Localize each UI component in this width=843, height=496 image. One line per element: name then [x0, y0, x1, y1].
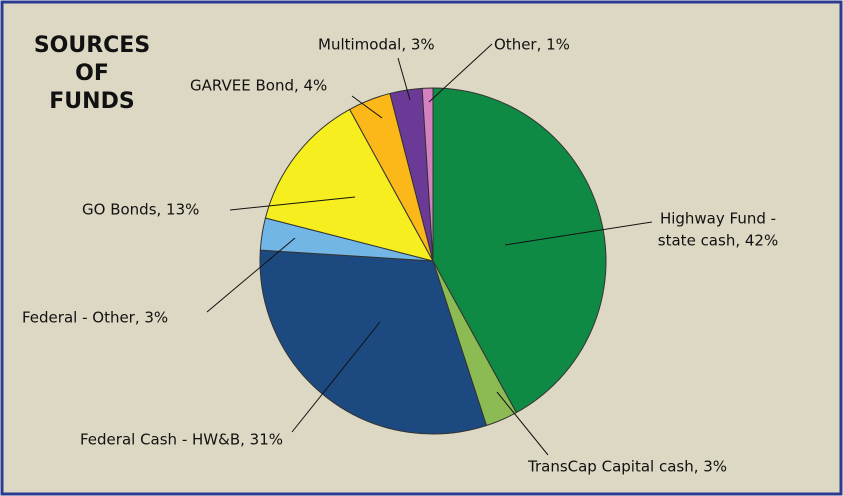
pie-slice	[432, 87, 607, 414]
leader-line	[351, 95, 383, 119]
pie-slice	[264, 108, 434, 262]
leader-line	[291, 321, 381, 433]
pie-slice	[259, 249, 488, 435]
slice-label: Highway Fund -	[660, 210, 776, 228]
chart-title: OF	[75, 61, 109, 86]
slice-label: TransCap Capital cash, 3%	[527, 458, 727, 476]
leader-line	[206, 237, 296, 313]
slice-label: GO Bonds, 13%	[82, 201, 199, 219]
slice-label: state cash, 42%	[658, 232, 778, 250]
leader-line	[504, 221, 653, 246]
leader-line	[496, 391, 549, 456]
slice-label: Federal Cash - HW&B, 31%	[80, 431, 283, 449]
pie-slice	[421, 87, 434, 262]
slice-label: GARVEE Bond, 4%	[190, 77, 327, 95]
slice-label: Other, 1%	[494, 36, 570, 54]
chart-title: FUNDS	[49, 89, 134, 114]
chart-title: SOURCES	[34, 33, 150, 58]
leader-line	[397, 57, 411, 101]
leader-line	[229, 196, 356, 211]
leader-line	[428, 43, 493, 103]
slice-label: Federal - Other, 3%	[22, 309, 168, 327]
slice-label: Multimodal, 3%	[318, 36, 435, 54]
